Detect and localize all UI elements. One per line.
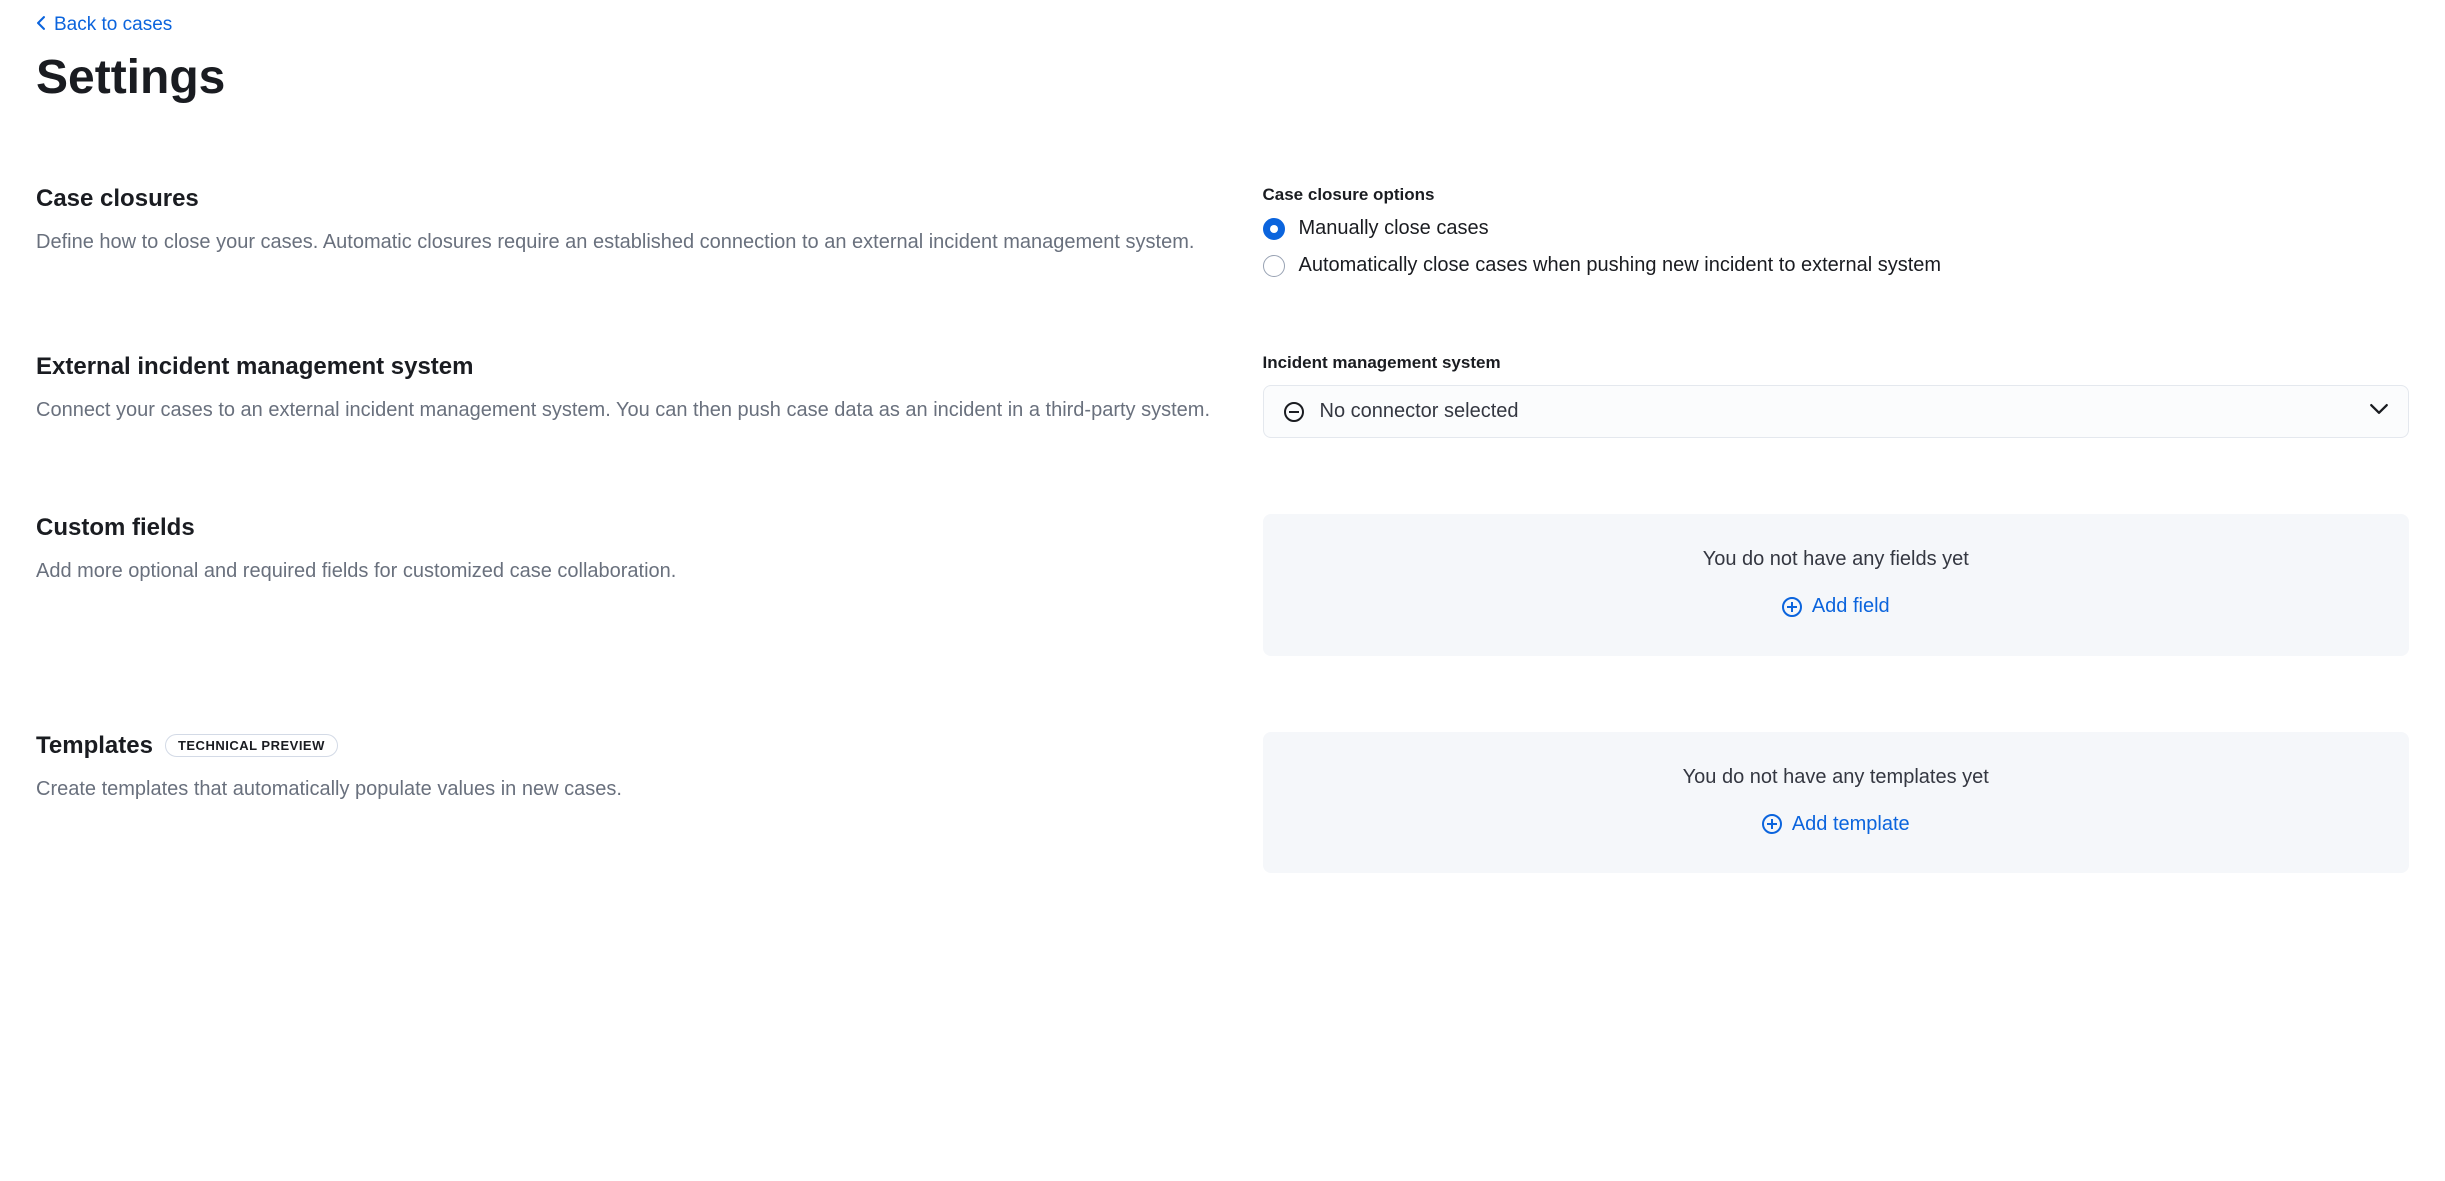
section-templates: Templates TECHNICAL PREVIEW Create templ… <box>36 732 2409 874</box>
radio-unselected-icon <box>1263 255 1285 277</box>
case-closure-radio-group: Manually close cases Automatically close… <box>1263 217 2410 277</box>
case-closures-description: Define how to close your cases. Automati… <box>36 227 1223 257</box>
plus-circle-icon <box>1782 597 1802 617</box>
templates-description: Create templates that automatically popu… <box>36 774 1223 804</box>
radio-selected-icon <box>1263 218 1285 240</box>
external-system-description: Connect your cases to an external incide… <box>36 395 1223 425</box>
section-external-system: External incident management system Conn… <box>36 353 2409 438</box>
section-case-closures: Case closures Define how to close your c… <box>36 185 2409 277</box>
add-field-label: Add field <box>1812 595 1890 618</box>
templates-heading-text: Templates <box>36 732 153 760</box>
custom-fields-empty-panel: You do not have any fields yet Add field <box>1263 514 2410 656</box>
page-title: Settings <box>36 50 2409 105</box>
plus-circle-icon <box>1762 814 1782 834</box>
templates-empty-text: You do not have any templates yet <box>1283 766 2390 789</box>
chevron-down-icon <box>2370 400 2388 423</box>
custom-fields-description: Add more optional and required fields fo… <box>36 556 1223 586</box>
custom-fields-empty-text: You do not have any fields yet <box>1283 548 2390 571</box>
radio-manual-label: Manually close cases <box>1299 217 1489 240</box>
chevron-left-icon <box>36 14 46 36</box>
back-to-cases-link[interactable]: Back to cases <box>36 14 172 36</box>
minus-circle-icon <box>1284 402 1304 422</box>
radio-auto-label: Automatically close cases when pushing n… <box>1299 254 1942 277</box>
section-custom-fields: Custom fields Add more optional and requ… <box>36 514 2409 656</box>
add-template-button[interactable]: Add template <box>1762 813 1910 836</box>
radio-manual-close[interactable]: Manually close cases <box>1263 217 2410 240</box>
incident-system-label: Incident management system <box>1263 353 2410 373</box>
add-field-button[interactable]: Add field <box>1782 595 1890 618</box>
external-system-heading: External incident management system <box>36 353 1223 381</box>
back-link-label: Back to cases <box>54 14 172 36</box>
technical-preview-badge: TECHNICAL PREVIEW <box>165 734 338 757</box>
case-closure-options-label: Case closure options <box>1263 185 2410 205</box>
connector-select[interactable]: No connector selected <box>1263 385 2410 438</box>
templates-empty-panel: You do not have any templates yet Add te… <box>1263 732 2410 874</box>
radio-auto-close[interactable]: Automatically close cases when pushing n… <box>1263 254 2410 277</box>
connector-select-value: No connector selected <box>1320 400 1519 423</box>
custom-fields-heading: Custom fields <box>36 514 1223 542</box>
templates-heading: Templates TECHNICAL PREVIEW <box>36 732 1223 760</box>
case-closures-heading: Case closures <box>36 185 1223 213</box>
add-template-label: Add template <box>1792 813 1910 836</box>
